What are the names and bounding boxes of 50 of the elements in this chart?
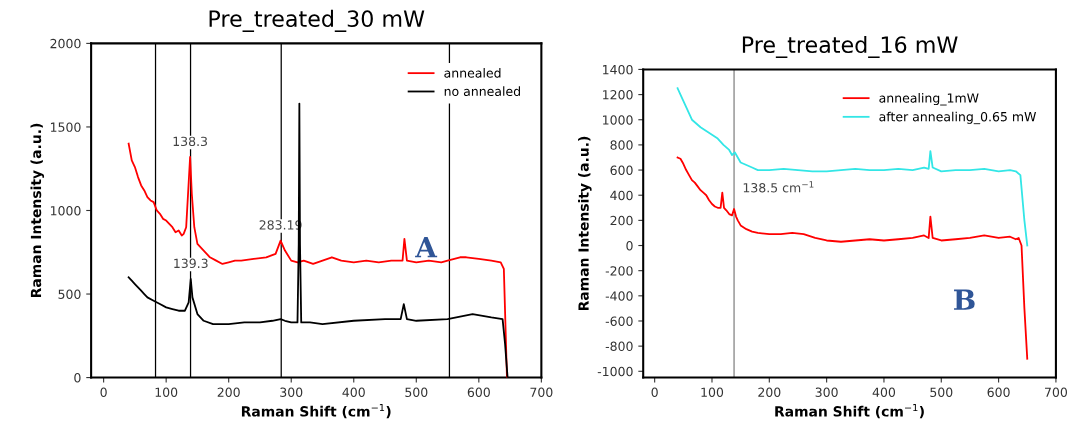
y-tick-label: 400 xyxy=(610,190,633,201)
legend-label: annealed xyxy=(444,68,501,78)
x-tick-label: 300 xyxy=(280,387,303,397)
y-tick-label: 1400 xyxy=(603,64,633,75)
x-tick-label: 100 xyxy=(155,387,178,397)
x-tick-label: 700 xyxy=(530,387,553,397)
annotation: A xyxy=(415,237,438,258)
chart-title: Pre_treated_30 mW xyxy=(209,9,425,32)
x-tick-label: 200 xyxy=(758,387,781,397)
y-tick-label: 1000 xyxy=(603,115,633,125)
x-axis-title: Raman Shift (cm$^{−1}$) xyxy=(775,404,924,419)
annotation: 139.3 xyxy=(174,258,208,269)
y-tick-label: -600 xyxy=(605,316,633,326)
y-tick-label: 2000 xyxy=(50,38,81,49)
y-tick-label: 1500 xyxy=(50,122,81,132)
y-tick-label: 1000 xyxy=(50,205,81,216)
y-tick-label: -800 xyxy=(605,341,633,352)
x-tick-label: 500 xyxy=(930,387,953,397)
y-tick-label: -400 xyxy=(605,291,633,301)
y-tick-label: 600 xyxy=(610,165,633,175)
y-tick-label: 800 xyxy=(610,140,633,150)
y-tick-label: -1000 xyxy=(597,366,633,377)
y-tick-label: -200 xyxy=(605,266,633,276)
x-tick-label: 300 xyxy=(815,387,838,397)
chart-title: Pre_treated_16 mW xyxy=(742,35,958,59)
y-tick-label: 1200 xyxy=(603,90,633,100)
y-tick-label: 0 xyxy=(74,373,81,383)
legend-label: after annealing_0.65 mW xyxy=(879,111,1037,125)
legend-label: annealing_1mW xyxy=(879,93,979,106)
x-tick-label: 200 xyxy=(217,387,240,397)
x-tick-label: 600 xyxy=(467,387,490,397)
x-tick-label: 0 xyxy=(651,387,658,397)
annotation: 138.3 xyxy=(173,136,207,147)
x-tick-label: 700 xyxy=(1045,387,1068,397)
x-axis-title: Raman Shift (cm$^{−1}$) xyxy=(241,404,391,419)
x-tick-label: 100 xyxy=(701,387,724,397)
x-tick-label: 600 xyxy=(987,387,1010,397)
annotation: B xyxy=(954,289,975,310)
y-tick-label: 500 xyxy=(58,289,81,299)
y-tick-label: 0 xyxy=(626,240,633,251)
line-series xyxy=(676,156,1029,360)
x-tick-label: 400 xyxy=(872,387,896,397)
y-axis-title: Raman Intensity (a.u.) xyxy=(30,123,45,298)
x-tick-label: 500 xyxy=(405,387,428,397)
y-axis-title: Raman Intensity (a.u.) xyxy=(578,136,592,311)
annotation: 138.5 cm$^{−1}$ xyxy=(743,181,814,193)
y-tick-label: 200 xyxy=(610,215,633,226)
legend-label: no annealed xyxy=(444,86,520,97)
x-tick-label: 400 xyxy=(342,387,365,397)
x-tick-label: 0 xyxy=(100,387,107,397)
